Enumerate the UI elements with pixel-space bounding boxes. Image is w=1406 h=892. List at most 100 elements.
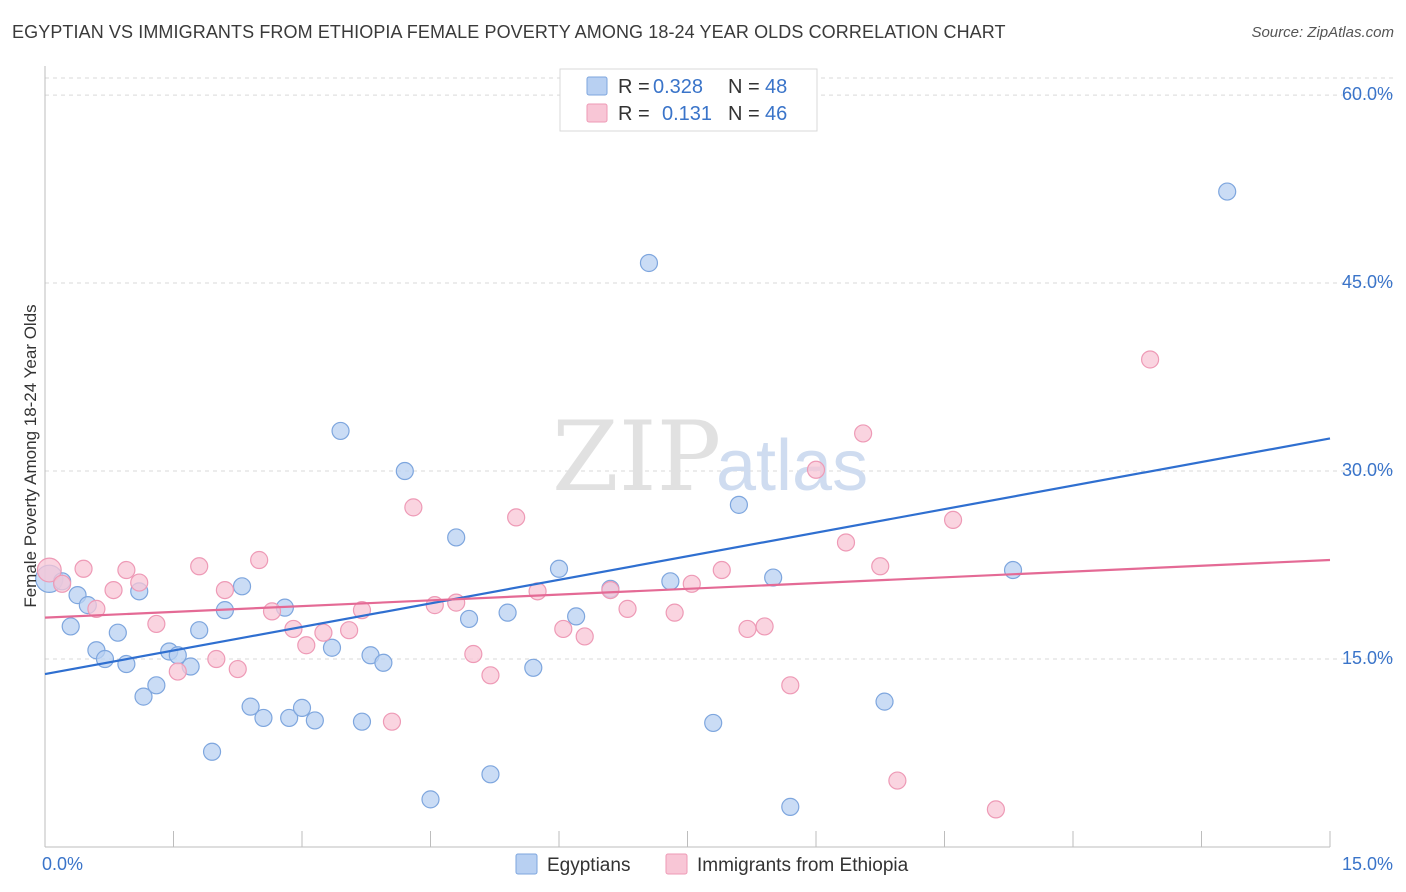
point-ethiopia [228, 659, 247, 679]
point-egyptians [374, 653, 393, 672]
legend-n-label-1: N = [728, 76, 760, 98]
watermark: ZIP atlas [552, 401, 868, 513]
x-tick-label-start: 0.0% [42, 854, 83, 874]
bottom-legend: Egyptians Immigrants from Ethiopia [515, 853, 909, 876]
point-ethiopia [507, 508, 526, 527]
y-tick-label: 15.0% [1342, 648, 1393, 668]
point-ethiopia [104, 580, 123, 600]
point-ethiopia [297, 636, 316, 655]
point-egyptians [549, 559, 569, 578]
point-egyptians [108, 623, 127, 642]
point-egyptians [447, 528, 466, 547]
point-egyptians [704, 713, 723, 733]
point-egyptians [305, 711, 324, 730]
watermark-atlas: atlas [716, 426, 868, 506]
point-ethiopia [601, 580, 620, 600]
point-ethiopia [130, 573, 149, 592]
legend-n-label-2: N = [728, 103, 760, 125]
legend-n-value-2: 46 [765, 103, 787, 125]
point-egyptians [134, 687, 153, 706]
point-ethiopia [888, 771, 907, 790]
legend-n-value-1: 48 [765, 76, 787, 98]
point-ethiopia [781, 676, 800, 695]
axes: 15.0% 30.0% 45.0% 60.0% 0.0% 15.0% [42, 66, 1393, 874]
point-ethiopia [738, 619, 757, 639]
point-ethiopia [943, 510, 963, 530]
point-ethiopia [554, 619, 573, 639]
point-egyptians [661, 572, 680, 591]
point-ethiopia [215, 580, 234, 600]
point-egyptians [498, 603, 517, 622]
point-egyptians [190, 621, 209, 640]
chart-title: EGYPTIAN VS IMMIGRANTS FROM ETHIOPIA FEM… [12, 22, 1006, 42]
y-tick-label: 45.0% [1342, 272, 1393, 292]
point-ethiopia [207, 649, 226, 669]
point-egyptians [61, 617, 80, 636]
point-egyptians [147, 676, 166, 695]
y-axis-label: Female Poverty Among 18-24 Year Olds [21, 304, 40, 607]
point-ethiopia [168, 662, 187, 681]
legend-swatch-egyptians [586, 76, 608, 96]
point-egyptians [292, 698, 312, 717]
y-tick-label: 30.0% [1342, 460, 1393, 480]
bottom-legend-label-ethiopia: Immigrants from Ethiopia [697, 855, 909, 876]
point-egyptians [1218, 182, 1237, 201]
watermark-zip: ZIP [552, 401, 721, 513]
legend-r-label-2: R = [618, 103, 650, 125]
legend-r-value-1: 0.328 [653, 76, 703, 98]
point-ethiopia [262, 602, 282, 621]
point-egyptians [280, 708, 299, 728]
point-egyptians [459, 609, 479, 629]
bottom-legend-label-egyptians: Egyptians [547, 855, 630, 876]
point-ethiopia [250, 550, 269, 570]
point-ethiopia [464, 644, 483, 664]
point-egyptians [322, 638, 342, 657]
source-credit: Source: ZipAtlas.com [1251, 24, 1394, 41]
point-ethiopia [314, 623, 333, 642]
point-egyptians [331, 421, 350, 441]
point-ethiopia [836, 533, 856, 552]
legend-swatch-ethiopia [586, 103, 608, 123]
point-ethiopia [712, 560, 731, 580]
point-ethiopia [36, 557, 62, 583]
x-tick-label-end: 15.0% [1342, 854, 1393, 874]
point-egyptians [764, 568, 783, 587]
point-egyptians [352, 712, 372, 731]
point-ethiopia [755, 617, 774, 636]
point-ethiopia [806, 460, 826, 479]
y-tick-label: 60.0% [1342, 84, 1393, 104]
point-egyptians [1003, 560, 1023, 580]
point-ethiopia [147, 614, 166, 634]
point-egyptians [524, 658, 543, 677]
point-ethiopia [87, 599, 106, 618]
legend-r-label-1: R = [618, 76, 650, 98]
point-egyptians [254, 708, 273, 728]
data-points [35, 182, 1237, 819]
point-ethiopia [618, 599, 637, 618]
point-ethiopia [1140, 350, 1160, 369]
point-ethiopia [665, 603, 684, 622]
point-ethiopia [986, 800, 1006, 819]
legend-r-value-2: 0.131 [662, 103, 712, 125]
point-ethiopia [340, 621, 359, 640]
point-egyptians [481, 765, 500, 784]
point-ethiopia [53, 574, 72, 593]
trend-line-egyptians [44, 437, 1331, 676]
top-legend: R = 0.328 N = 48 R = 0.131 N = 46 [559, 68, 818, 132]
bottom-legend-swatch-ethiopia [665, 853, 688, 875]
point-egyptians [639, 253, 659, 273]
point-egyptians [781, 797, 800, 816]
point-ethiopia [871, 557, 890, 576]
point-ethiopia [74, 559, 93, 578]
point-egyptians [202, 742, 222, 761]
point-ethiopia [481, 666, 500, 685]
point-ethiopia [190, 557, 209, 576]
point-egyptians [567, 607, 586, 626]
point-ethiopia [575, 627, 594, 646]
y-axis-title: Female Poverty Among 18-24 Year Olds [21, 304, 40, 607]
point-egyptians [395, 461, 414, 481]
point-egyptians [232, 577, 252, 596]
point-ethiopia [854, 424, 873, 443]
point-egyptians [875, 692, 894, 711]
